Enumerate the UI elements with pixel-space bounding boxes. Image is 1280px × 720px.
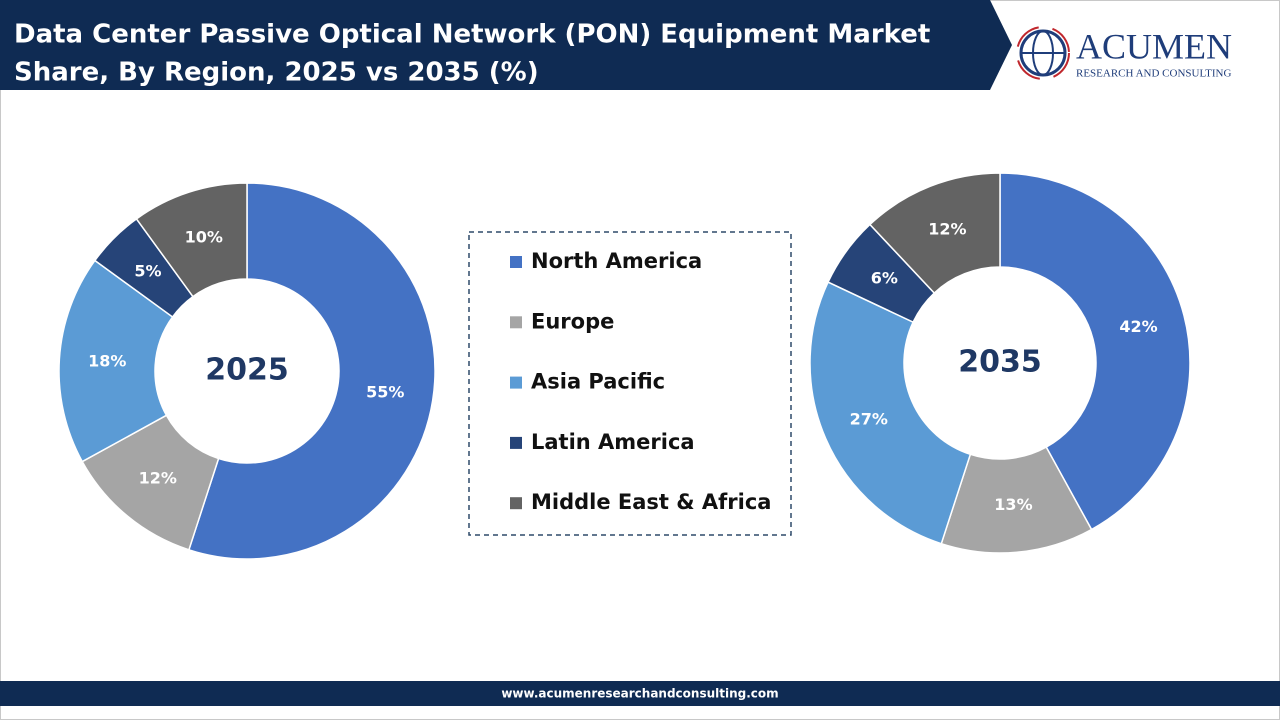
data-label: 12% <box>928 220 966 239</box>
legend-label: Latin America <box>531 430 695 454</box>
center-label: 2035 <box>958 345 1042 380</box>
data-label: 18% <box>88 352 126 371</box>
legend-swatch <box>510 436 522 449</box>
legend-label: Asia Pacific <box>531 370 665 394</box>
donut-slice <box>809 281 972 545</box>
donut-slice <box>868 172 1001 295</box>
data-label: 10% <box>185 227 223 246</box>
logo: ACUMEN RESEARCH AND CONSULTING <box>1016 26 1232 80</box>
legend-swatch <box>510 376 522 389</box>
legend-label: Middle East & Africa <box>531 490 771 514</box>
title-line: Data Center Passive Optical Network (PON… <box>14 20 930 50</box>
donut-slice <box>135 182 248 298</box>
logo-name: ACUMEN <box>1076 26 1232 66</box>
title-line: Share, By Region, 2025 vs 2035 (%) <box>14 58 539 88</box>
data-label: 42% <box>1119 317 1157 336</box>
donut-slice <box>58 259 174 463</box>
legend-label: Europe <box>531 309 614 333</box>
data-label: 55% <box>366 382 404 401</box>
legend-swatch <box>510 256 522 268</box>
legend-swatch <box>510 316 522 329</box>
data-label: 6% <box>871 268 898 287</box>
logo-tagline: RESEARCH AND CONSULTING <box>1076 68 1232 80</box>
data-label: 12% <box>139 468 177 487</box>
data-label: 13% <box>994 495 1032 514</box>
donut-slice <box>999 172 1191 531</box>
data-label: 27% <box>850 409 888 428</box>
center-label: 2025 <box>205 353 289 388</box>
legend-box <box>468 231 792 536</box>
footer-band <box>0 681 1280 706</box>
footer-url: www.acumenresearchandconsulting.com <box>501 687 778 701</box>
legend-swatch <box>510 497 522 510</box>
data-label: 5% <box>134 262 161 281</box>
legend-label: North America <box>531 249 702 273</box>
header-band <box>0 0 1012 90</box>
donut-slice <box>187 182 436 560</box>
logo-ring <box>1016 26 1070 80</box>
